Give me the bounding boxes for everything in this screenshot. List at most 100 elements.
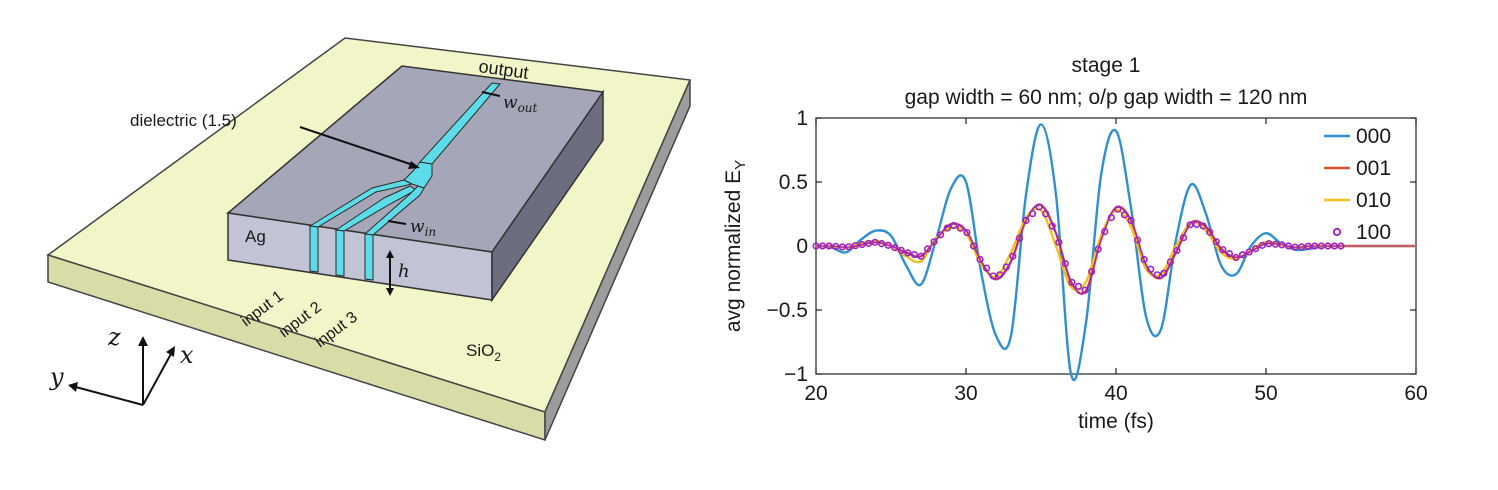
series-point-100: [1068, 278, 1076, 287]
series-100: [812, 203, 1416, 295]
series-point-100: [832, 242, 840, 250]
coordinate-axes: [71, 342, 173, 406]
waveguide-channels: [308, 82, 501, 281]
y-tick-label: 0.5: [779, 171, 808, 194]
y-tick-label: −0.5: [767, 299, 808, 322]
label-dielectric: dielectric (1.5): [130, 111, 237, 130]
series-point-100: [897, 246, 905, 254]
series-point-100: [1173, 246, 1181, 255]
series-point-100: [963, 228, 971, 237]
series-point-100: [1179, 234, 1188, 242]
series-point-100: [1271, 240, 1279, 248]
series-point-100: [1107, 214, 1115, 222]
w-in-arrow: [387, 220, 407, 225]
series-point-100: [996, 271, 1004, 279]
x-axis-label: time (fs): [1078, 410, 1154, 433]
series-point-100: [989, 272, 997, 280]
series-point-100: [956, 224, 964, 232]
x-tick-label: 60: [1404, 382, 1427, 405]
series-point-100: [1219, 246, 1227, 254]
series-point-100: [1133, 236, 1142, 244]
series-point-100: [1028, 210, 1037, 218]
series-point-100: [1081, 286, 1089, 294]
series-point-100: [910, 250, 919, 259]
series-point-100: [1232, 253, 1240, 262]
series-point-100: [930, 238, 938, 246]
series-point-100: [891, 244, 899, 252]
series-point-100: [858, 240, 866, 249]
series-point-100: [1317, 242, 1325, 250]
series-point-100: [1140, 256, 1148, 264]
series-point-100: [1284, 242, 1293, 250]
metal-right-face: [491, 89, 604, 303]
series-point-100: [1304, 242, 1312, 250]
series-point-100: [1153, 271, 1161, 279]
series-point-100: [838, 243, 846, 251]
series-point-100: [969, 242, 978, 250]
series-point-100: [1265, 240, 1273, 248]
axis-ticks: 20 30 40 50 60 −1 −0.5 0 0.5 1: [767, 107, 1428, 405]
series-point-100: [884, 241, 892, 249]
series-point-100: [983, 264, 991, 272]
dielectric-arrow-line: [299, 126, 417, 167]
substrate-right-face: [544, 79, 691, 441]
legend-label-010: 010: [1356, 189, 1391, 212]
series-point-100: [1120, 211, 1129, 219]
series-point-100: [937, 231, 945, 239]
series-point-100: [1206, 228, 1214, 236]
series-point-100: [864, 239, 873, 248]
series-point-100: [976, 255, 984, 264]
series-point-100: [1238, 251, 1247, 259]
series-point-100: [1002, 263, 1010, 271]
series-point-100: [812, 242, 820, 250]
legend-label-001: 001: [1356, 157, 1391, 180]
series-point-100: [1101, 228, 1109, 236]
series-point-100: [1042, 210, 1050, 218]
series-point-100: [1094, 245, 1102, 253]
w-out-arrow: [481, 91, 501, 97]
label-w-in: win: [410, 217, 436, 239]
series-point-100: [851, 242, 859, 250]
chart-subtitle: gap width = 60 nm; o/p gap width = 120 n…: [905, 86, 1308, 109]
line-chart: stage 1 gap width = 60 nm; o/p gap width…: [722, 54, 1428, 433]
chart-legend: 000 001 010 100: [1324, 125, 1391, 244]
series-point-100: [1298, 243, 1306, 251]
series-point-100: [1278, 241, 1286, 249]
legend-swatch-100: [1332, 227, 1342, 237]
series-point-100: [950, 221, 958, 230]
series-point-100: [871, 238, 879, 246]
axis-label-y: y: [49, 363, 64, 391]
series-point-100: [1252, 245, 1260, 253]
series-point-100: [1022, 216, 1030, 224]
series-point-100: [1291, 243, 1299, 251]
series-point-100: [1258, 241, 1266, 249]
x-tick-label: 30: [954, 382, 977, 405]
label-ag: Ag: [245, 227, 266, 246]
series-point-100: [1048, 222, 1056, 230]
series-point-100: [1035, 203, 1043, 211]
series-point-100: [1166, 258, 1174, 266]
series-point-100: [904, 249, 912, 257]
series-point-100: [1009, 252, 1017, 260]
series-point-100: [1193, 220, 1201, 228]
x-tick-label: 20: [804, 382, 827, 405]
x-tick-label: 50: [1254, 382, 1277, 405]
series-point-100: [818, 242, 827, 250]
series-layer: [812, 123, 1416, 382]
y-tick-label: 1: [796, 107, 808, 130]
device-schematic: output dielectric (1.5) wout win Ag h in…: [46, 37, 692, 442]
label-sio2: SiO2: [466, 341, 501, 364]
series-point-100: [1147, 265, 1155, 273]
series-point-100: [1127, 216, 1135, 224]
x-tick-label: 40: [1104, 382, 1127, 405]
series-point-100: [1088, 268, 1096, 276]
series-point-100: [825, 242, 833, 250]
y-tick-label: −1: [784, 363, 808, 386]
series-point-100: [1015, 234, 1024, 242]
series-point-100: [1330, 242, 1339, 250]
y-tick-label: 0: [796, 235, 808, 258]
series-point-100: [1225, 250, 1234, 258]
legend-label-100: 100: [1356, 221, 1391, 244]
series-point-100: [1186, 221, 1194, 229]
label-h: h: [398, 261, 410, 282]
